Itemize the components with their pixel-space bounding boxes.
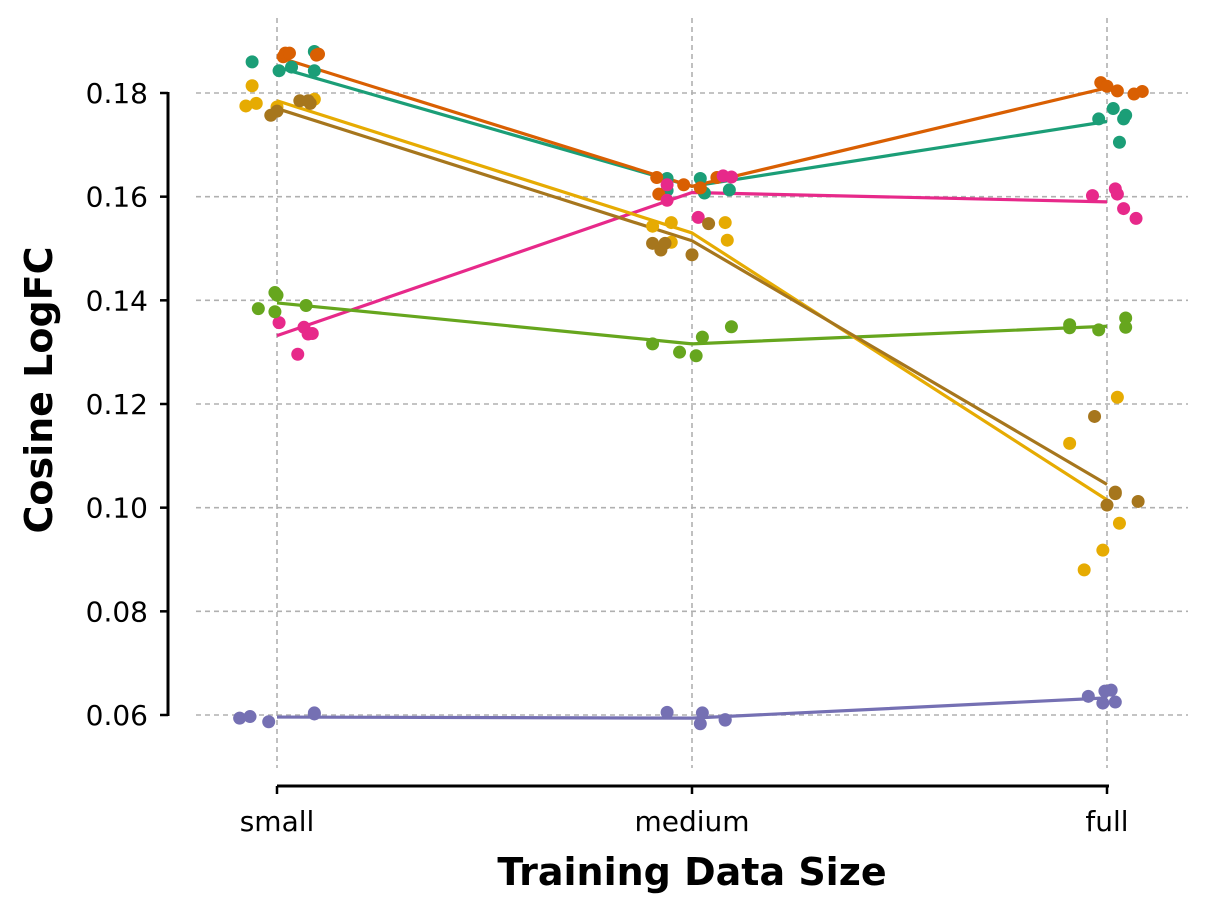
- data-point: [245, 79, 259, 93]
- data-point: [262, 715, 276, 729]
- data-point: [1063, 318, 1077, 332]
- data-point: [693, 717, 707, 731]
- data-point: [307, 64, 321, 78]
- data-point: [1110, 187, 1124, 201]
- data-point: [291, 347, 305, 361]
- data-point: [1100, 498, 1114, 512]
- series-line: [276, 696, 1108, 720]
- data-point: [646, 337, 660, 351]
- data-point: [285, 60, 299, 74]
- grid-lines: [196, 18, 1188, 768]
- data-point: [268, 305, 282, 319]
- data-point: [301, 94, 315, 108]
- data-point: [245, 55, 259, 69]
- data-point: [664, 216, 678, 230]
- data-point: [695, 330, 709, 344]
- data-point: [722, 183, 736, 197]
- data-point: [1131, 494, 1145, 508]
- series-line: [276, 99, 1108, 502]
- series-lines: [276, 55, 1108, 720]
- data-point: [251, 302, 265, 316]
- x-tick-label: small: [240, 805, 315, 838]
- data-point: [1119, 311, 1133, 325]
- data-point: [1104, 683, 1118, 697]
- x-tick-label: full: [1085, 805, 1128, 838]
- data-point: [685, 248, 699, 262]
- data-point: [673, 345, 687, 359]
- x-tick-label: medium: [634, 805, 749, 838]
- y-tick-label: 0.10: [86, 492, 148, 525]
- data-point: [1085, 189, 1099, 203]
- data-point: [233, 711, 247, 725]
- y-tick-label: 0.14: [86, 284, 148, 317]
- series-line: [276, 301, 1108, 346]
- data-point: [1129, 211, 1143, 225]
- data-point: [243, 710, 257, 724]
- data-point: [660, 193, 674, 207]
- data-point: [1077, 563, 1091, 577]
- data-point: [282, 46, 296, 60]
- data-point: [658, 236, 672, 250]
- data-point: [312, 47, 325, 61]
- data-point: [1112, 135, 1126, 149]
- data-point: [272, 316, 286, 330]
- data-point: [1081, 689, 1095, 703]
- x-ticks: small medium full: [240, 786, 1129, 838]
- data-point: [1110, 84, 1124, 98]
- data-point: [1096, 696, 1110, 710]
- y-tick-label: 0.08: [86, 595, 148, 628]
- data-point: [720, 233, 734, 247]
- data-point: [718, 216, 732, 230]
- series-line: [276, 190, 1108, 338]
- data-point: [1108, 695, 1122, 709]
- y-tick-label: 0.18: [86, 77, 148, 110]
- data-point: [270, 288, 284, 302]
- data-point: [1100, 79, 1114, 93]
- data-point: [718, 713, 732, 727]
- data-point: [1088, 409, 1102, 423]
- data-point: [1092, 323, 1106, 337]
- y-tick-label: 0.12: [86, 388, 148, 421]
- data-point: [239, 99, 253, 113]
- data-point: [660, 705, 674, 719]
- data-point: [724, 320, 738, 334]
- series-line: [276, 55, 1108, 188]
- data-point: [1112, 516, 1126, 530]
- data-point: [272, 64, 286, 78]
- data-point: [1135, 84, 1149, 98]
- data-point: [693, 181, 707, 195]
- data-point: [693, 172, 707, 186]
- data-point: [299, 299, 313, 313]
- y-ticks: 0.06 0.08 0.10 0.12 0.14 0.16 0.18: [86, 77, 168, 732]
- data-point: [660, 178, 674, 192]
- data-point: [1092, 112, 1106, 126]
- data-point: [1110, 390, 1124, 404]
- data-point: [1063, 436, 1077, 450]
- data-point: [1119, 108, 1133, 122]
- data-point: [1108, 485, 1122, 499]
- data-point: [307, 707, 321, 721]
- data-point: [695, 706, 709, 720]
- data-point: [691, 210, 705, 224]
- series-line: [276, 107, 1108, 486]
- data-point: [677, 178, 691, 192]
- data-point: [724, 170, 738, 184]
- data-point: [689, 349, 703, 363]
- data-point: [249, 96, 263, 110]
- data-point: [1117, 202, 1131, 216]
- y-axis-title: Cosine LogFC: [17, 246, 61, 533]
- data-point: [270, 104, 284, 118]
- data-point: [1106, 102, 1120, 116]
- data-point: [650, 170, 664, 184]
- x-axis-title: Training Data Size: [497, 850, 886, 894]
- data-point: [1096, 543, 1110, 557]
- data-point: [702, 217, 716, 231]
- data-point: [646, 219, 660, 233]
- y-tick-label: 0.16: [86, 181, 148, 214]
- data-point: [1119, 320, 1133, 334]
- y-tick-label: 0.06: [86, 699, 148, 732]
- data-point: [305, 327, 319, 341]
- data-points: [233, 45, 1149, 731]
